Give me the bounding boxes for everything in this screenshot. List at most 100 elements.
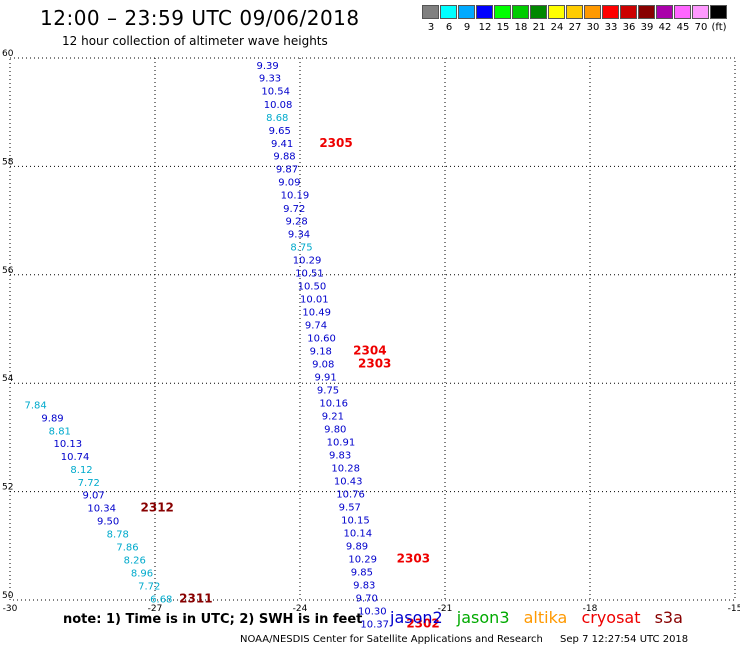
scale-swatch — [548, 5, 565, 19]
wave-height-value: 9.41 — [271, 139, 293, 150]
scale-swatch — [584, 5, 601, 19]
wave-height-value: 9.08 — [312, 359, 334, 370]
x-tick-label: -18 — [583, 604, 598, 614]
scale-label: 27 — [568, 22, 582, 33]
wave-height-value: 9.70 — [356, 594, 378, 605]
credit-text: NOAA/NESDIS Center for Satellite Applica… — [240, 634, 543, 645]
scale-label: 39 — [640, 22, 654, 33]
plot-frame — [9, 57, 736, 601]
pass-number-label: 2303 — [358, 356, 391, 370]
wave-height-value: 10.29 — [293, 255, 322, 266]
wave-height-value: 10.19 — [281, 190, 310, 201]
scale-label: 12 — [478, 22, 492, 33]
scale-swatch — [638, 5, 655, 19]
pass-number-label: 2303 — [397, 552, 430, 566]
wave-height-value: 10.15 — [341, 516, 370, 527]
wave-height-value: 9.34 — [288, 229, 310, 240]
scale-label: 36 — [622, 22, 636, 33]
scale-label: 9 — [463, 22, 471, 33]
wave-height-value: 10.91 — [327, 438, 356, 449]
scale-label: 42 — [658, 22, 672, 33]
y-tick-label: 52 — [2, 483, 13, 493]
wave-height-value: 10.16 — [319, 399, 348, 410]
wave-height-value: 9.87 — [276, 164, 298, 175]
y-tick-label: 58 — [2, 157, 14, 167]
scale-swatch — [458, 5, 475, 19]
scale-swatch — [602, 5, 619, 19]
wave-height-value: 9.89 — [41, 414, 63, 425]
scale-swatch — [566, 5, 583, 19]
wave-height-value: 10.50 — [298, 281, 327, 292]
pass-number-label: 2304 — [353, 343, 386, 357]
wave-height-value: 10.60 — [307, 333, 336, 344]
wave-height-value: 10.74 — [61, 452, 90, 463]
scale-label: 45 — [676, 22, 690, 33]
wave-height-value: 9.85 — [351, 568, 373, 579]
scale-label: 30 — [586, 22, 600, 33]
y-tick-label: 50 — [2, 591, 14, 601]
scale-swatch — [656, 5, 673, 19]
satellite-s3a: s3a — [654, 608, 683, 627]
wave-height-value: 9.33 — [259, 73, 281, 84]
wave-height-value: 9.65 — [269, 126, 291, 137]
satellite-altika: altika — [523, 608, 568, 627]
wave-height-value: 7.72 — [78, 478, 100, 489]
x-tick-label: -21 — [438, 604, 453, 614]
scale-swatch — [674, 5, 691, 19]
scale-swatch — [494, 5, 511, 19]
wave-height-value: 9.50 — [97, 517, 119, 528]
scale-label: 15 — [496, 22, 510, 33]
scale-swatch — [710, 5, 727, 19]
scale-swatch — [530, 5, 547, 19]
scale-swatch — [476, 5, 493, 19]
wave-height-value: 6.68 — [150, 595, 172, 606]
wave-height-value: 9.28 — [286, 216, 308, 227]
scale-swatch — [512, 5, 529, 19]
y-tick-label: 60 — [2, 49, 14, 59]
y-tick-label: 54 — [2, 374, 14, 384]
satellite-jason3: jason3 — [456, 608, 510, 627]
wave-height-value: 9.07 — [83, 491, 105, 502]
wave-height-value: 8.75 — [290, 242, 312, 253]
wave-height-value: 9.72 — [283, 204, 305, 215]
wave-height-value: 10.01 — [300, 294, 329, 305]
wave-height-value: 8.81 — [49, 427, 71, 438]
wave-height-value: 9.75 — [317, 385, 339, 396]
satellite-jason2: jason2 — [390, 608, 443, 627]
wave-height-value: 7.84 — [25, 401, 47, 412]
scale-label: 3 — [427, 22, 435, 33]
wave-height-value: 10.14 — [344, 529, 373, 540]
scale-label: 33 — [604, 22, 618, 33]
wave-height-value: 10.51 — [295, 268, 324, 279]
y-tick-label: 56 — [2, 266, 14, 276]
wave-height-value: 9.39 — [257, 61, 279, 72]
wave-height-value: 10.54 — [261, 86, 290, 97]
wave-height-value: 10.08 — [264, 100, 293, 111]
pass-number-label: 2302 — [406, 617, 439, 631]
scale-swatch — [620, 5, 637, 19]
pass-number-label: 2311 — [179, 592, 212, 606]
scale-label: 21 — [532, 22, 546, 33]
wave-height-value: 9.74 — [305, 320, 327, 331]
x-tick-label: -27 — [148, 604, 163, 614]
wave-height-value: 10.13 — [54, 439, 83, 450]
wave-height-value: 9.83 — [353, 581, 375, 592]
wave-height-value: 8.96 — [131, 569, 153, 580]
wave-height-value: 9.21 — [322, 412, 344, 423]
pass-number-label: 2305 — [319, 136, 352, 150]
wave-height-value: 10.34 — [87, 504, 116, 515]
wave-height-value: 8.68 — [266, 113, 288, 124]
wave-height-value: 7.72 — [138, 582, 160, 593]
wave-height-value: 10.76 — [336, 490, 365, 501]
scale-swatch — [692, 5, 709, 19]
scale-swatch — [422, 5, 439, 19]
satellite-cryosat: cryosat — [581, 608, 641, 627]
wave-height-value: 7.86 — [116, 543, 138, 554]
scale-swatch — [440, 5, 457, 19]
wave-height-value: 9.89 — [346, 542, 368, 553]
x-tick-label: -24 — [293, 604, 308, 614]
pass-number-label: 2312 — [141, 501, 174, 515]
wave-height-value: 9.83 — [329, 451, 351, 462]
chart-subtitle: 12 hour collection of altimeter wave hei… — [62, 34, 328, 48]
scale-label: 24 — [550, 22, 564, 33]
